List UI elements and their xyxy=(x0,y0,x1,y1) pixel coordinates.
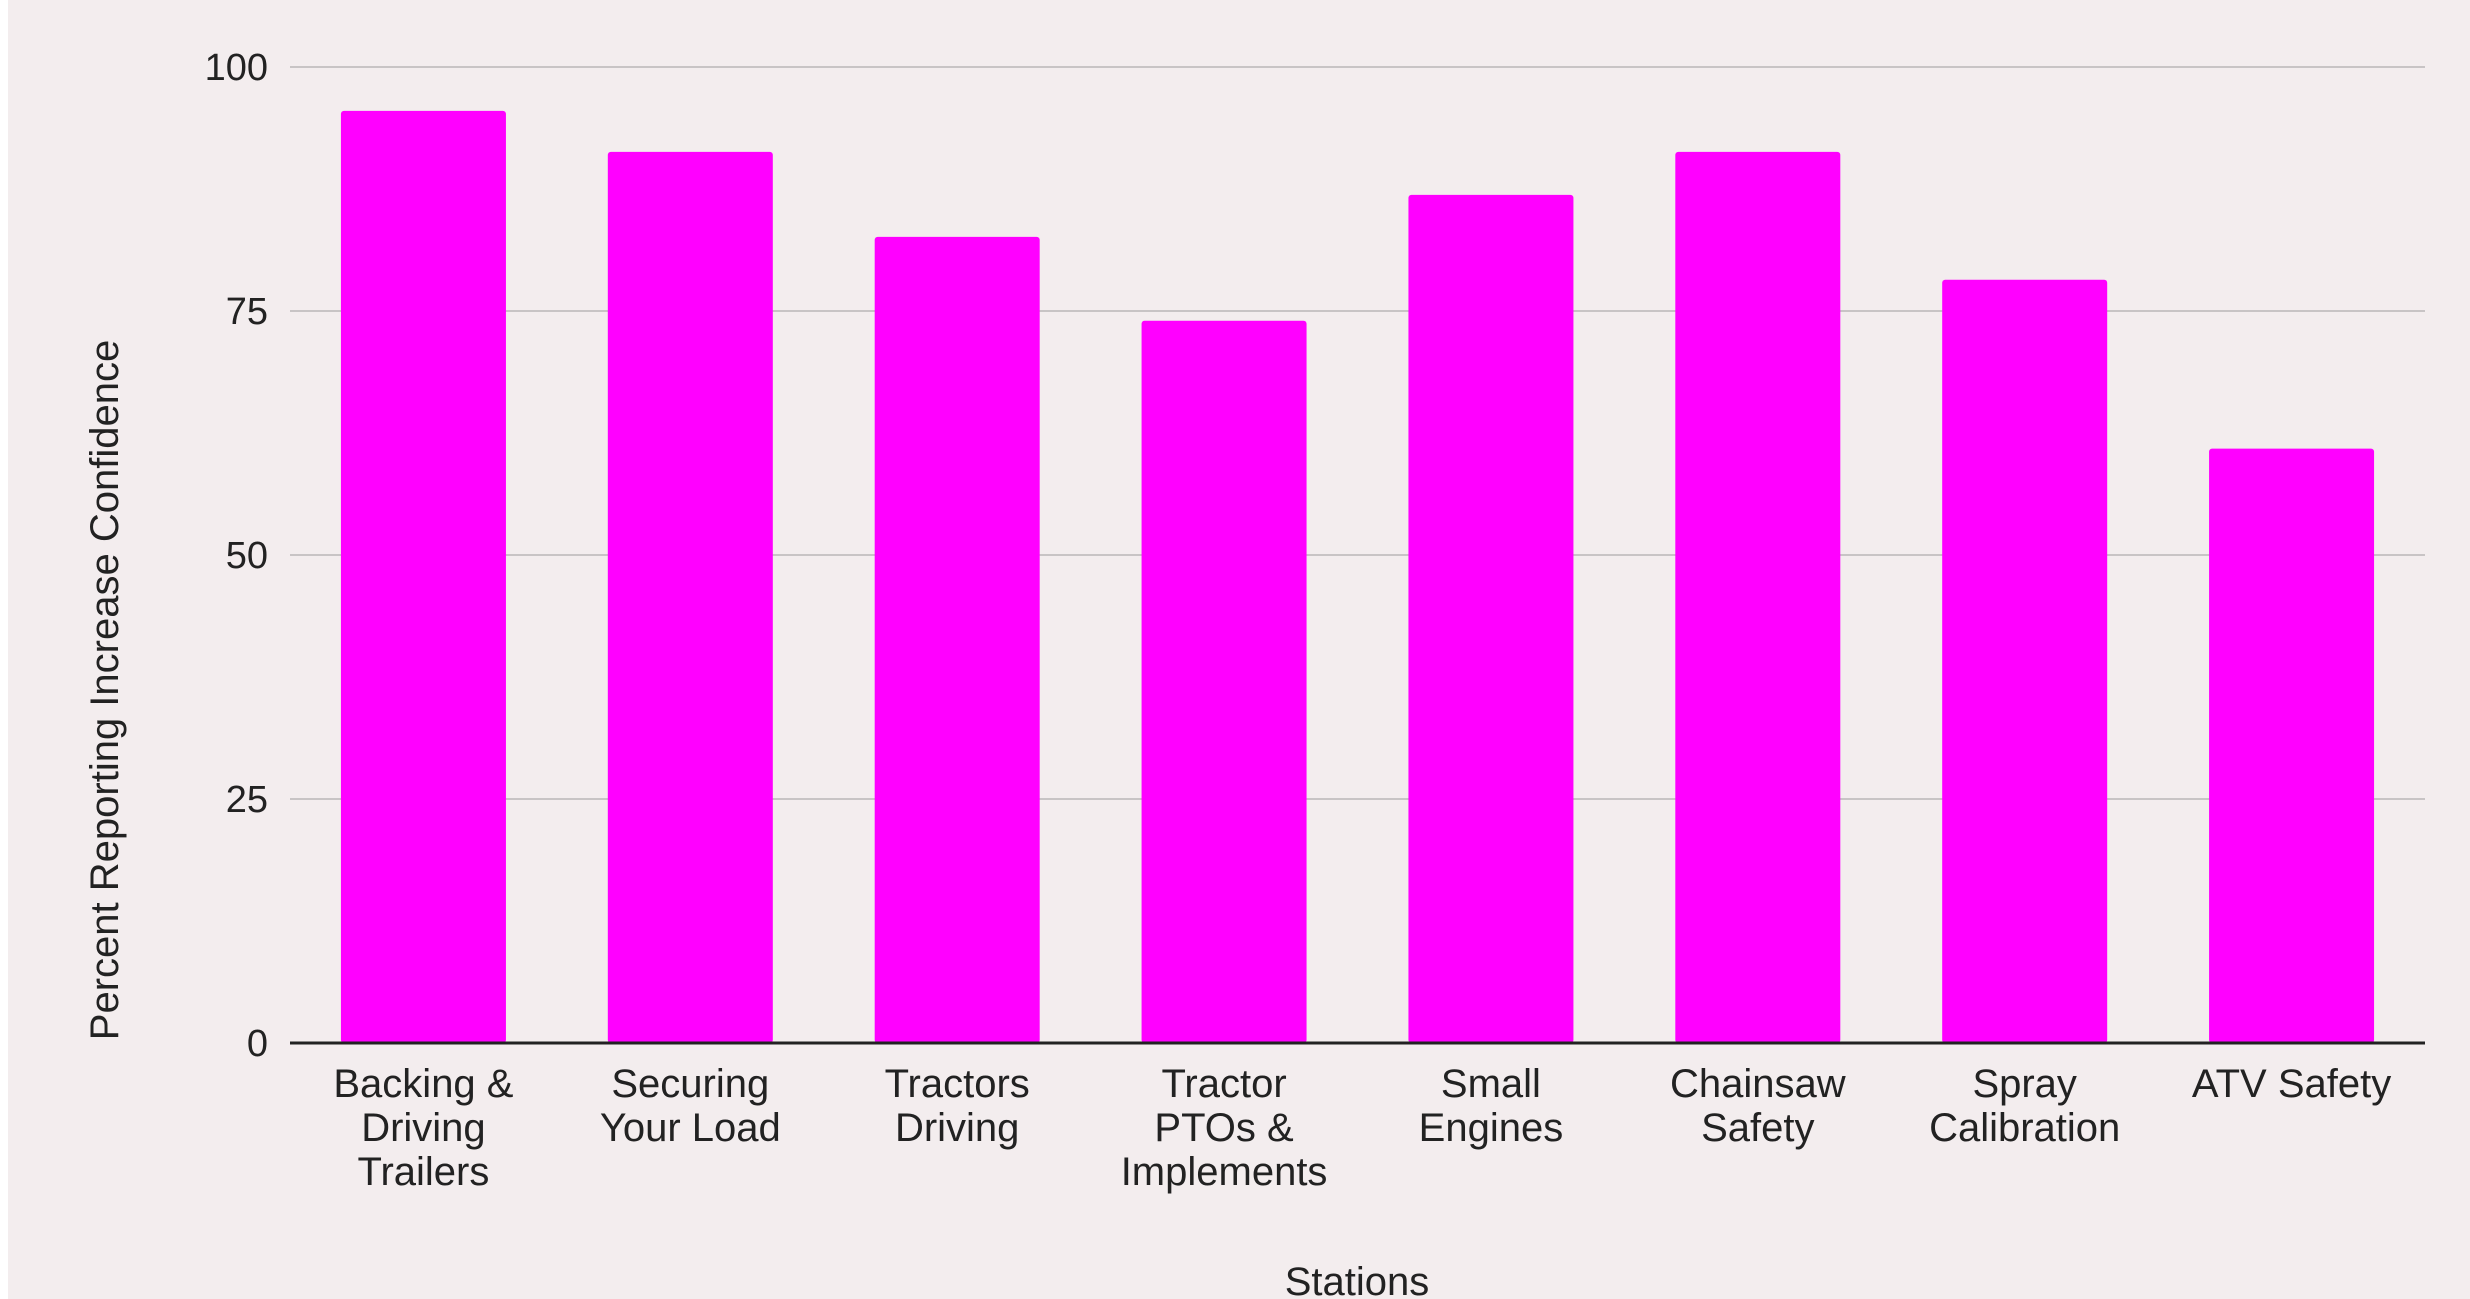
y-tick-label: 50 xyxy=(226,535,268,577)
x-tick-label-line: Safety xyxy=(1701,1106,1814,1150)
x-tick-label-line: ATV Safety xyxy=(2192,1062,2391,1106)
y-axis-title: Percent Reporting Increase Confidence xyxy=(83,340,127,1040)
bars xyxy=(340,110,2375,1044)
bar xyxy=(607,151,773,1044)
x-tick-label-line: PTOs & xyxy=(1154,1106,1294,1150)
y-tick-label: 0 xyxy=(247,1023,268,1065)
x-tick-label: Small Engines xyxy=(1419,1062,1564,1150)
x-tick-label-line: Chainsaw xyxy=(1670,1062,1846,1106)
y-tick-label: 25 xyxy=(226,779,268,821)
x-tick-label-line: Driving xyxy=(895,1106,1019,1150)
bar xyxy=(1675,151,1841,1044)
bar xyxy=(874,236,1040,1044)
x-axis-title: Stations xyxy=(1285,1260,1430,1299)
x-tick-label: Backing & Driving Trailers xyxy=(333,1062,513,1194)
bar xyxy=(2209,448,2375,1044)
x-tick-label-line: Driving xyxy=(361,1106,485,1150)
x-tick-label-line: Small xyxy=(1441,1062,1541,1106)
y-tick-label: 100 xyxy=(205,47,268,89)
x-tick-label-line: Backing & xyxy=(333,1062,513,1106)
x-tick-label-line: Implements xyxy=(1121,1150,1328,1194)
x-tick-label: Securing Your Load xyxy=(600,1062,781,1150)
bar xyxy=(1141,320,1307,1043)
x-tick-label-line: Spray xyxy=(1972,1062,2077,1106)
y-axis-ticks: 0 25 50 75 100 xyxy=(205,47,268,1065)
x-tick-label-line: Your Load xyxy=(600,1106,781,1150)
x-tick-label-line: Trailers xyxy=(358,1150,490,1194)
bar xyxy=(340,110,506,1044)
bar xyxy=(1408,194,1574,1043)
x-tick-label-line: Tractors xyxy=(885,1062,1030,1106)
x-tick-label-line: Calibration xyxy=(1929,1106,2120,1150)
x-tick-label-line: Securing xyxy=(611,1062,769,1106)
x-tick-label: Spray Calibration xyxy=(1929,1062,2120,1150)
x-tick-label: Tractors Driving xyxy=(885,1062,1030,1150)
x-tick-label: ATV Safety xyxy=(2192,1062,2391,1106)
x-tick-label-line: Tractor xyxy=(1161,1062,1286,1106)
y-tick-label: 75 xyxy=(226,291,268,333)
bar xyxy=(1942,279,2108,1043)
x-tick-label: Chainsaw Safety xyxy=(1670,1062,1846,1150)
x-tick-label-line: Engines xyxy=(1419,1106,1564,1150)
x-tick-label: Tractor PTOs & Implements xyxy=(1121,1062,1328,1194)
